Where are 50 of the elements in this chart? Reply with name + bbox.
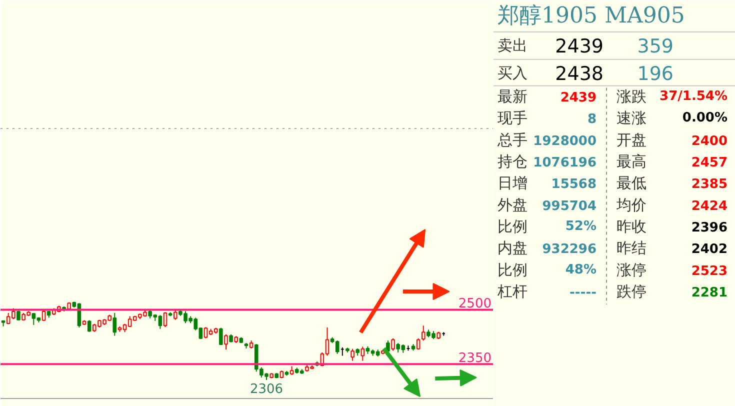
- text: 2523: [691, 264, 728, 279]
- text: 总手: [496, 130, 528, 149]
- text: 比例: [498, 218, 528, 236]
- text: 持仓: [498, 152, 528, 171]
- text: 昨收: [616, 218, 646, 236]
- text: 15568: [551, 177, 597, 192]
- text: 涨停: [616, 260, 646, 279]
- ref-line-label: 2350: [458, 351, 492, 366]
- text: 196: [637, 63, 674, 86]
- text: 2396: [691, 220, 728, 236]
- text: 2439: [555, 36, 604, 58]
- text: 1076196: [533, 156, 597, 171]
- text: 现手: [498, 109, 528, 128]
- text: 跌停: [616, 282, 646, 301]
- text: 2385: [691, 177, 728, 192]
- text: 37/1.54%: [660, 89, 728, 104]
- text: 2281: [691, 286, 728, 301]
- text: 卖出: [498, 36, 528, 55]
- annotation: 2306: [250, 382, 284, 398]
- text: 开盘: [616, 130, 646, 149]
- text: 最新: [498, 88, 528, 106]
- text: 359: [637, 36, 674, 58]
- text: 2402: [691, 242, 728, 258]
- text: 932296: [542, 242, 597, 258]
- text: 0.00%: [682, 110, 728, 126]
- text: 2439: [560, 90, 597, 106]
- text: 52%: [565, 219, 597, 234]
- text: 外盘: [498, 196, 528, 214]
- text: 995704: [542, 198, 597, 214]
- text: 最高: [616, 152, 646, 171]
- text: 郑醇1905 MA905: [498, 4, 685, 29]
- text: 均价: [616, 196, 646, 214]
- text: 买入: [498, 64, 528, 82]
- text: 48%: [565, 262, 597, 278]
- text: 2424: [691, 198, 728, 214]
- text: 2400: [691, 134, 728, 149]
- text: 1928000: [533, 134, 597, 149]
- ref-line-label: 2500: [458, 296, 492, 312]
- text: 最低: [616, 174, 646, 192]
- text: 内盘: [498, 239, 528, 258]
- text: 比例: [498, 260, 528, 279]
- text: 2457: [691, 156, 728, 171]
- text: -----: [570, 286, 597, 301]
- text: 日增: [498, 174, 528, 192]
- text: 8: [587, 112, 596, 128]
- text: 昨结: [616, 239, 646, 258]
- text: 涨跌: [616, 88, 646, 106]
- text: 2438: [555, 63, 604, 86]
- text: 速涨: [616, 109, 646, 128]
- text: 杠杆: [496, 282, 528, 301]
